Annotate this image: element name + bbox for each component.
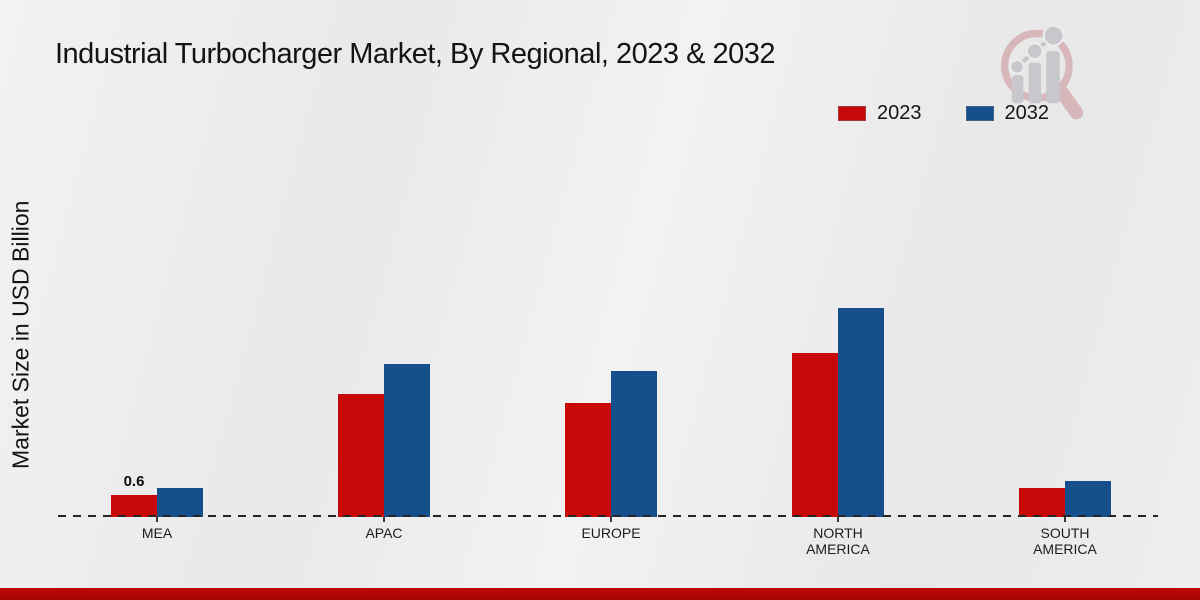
bar-2032-mea: [157, 488, 203, 517]
bar-2023-north-america: [792, 353, 838, 517]
legend-item-2032: 2032: [965, 102, 1050, 125]
legend-swatch-2023-icon: [838, 106, 866, 121]
legend-item-2023: 2023: [838, 102, 922, 125]
legend-label-2032: 2032: [1004, 102, 1050, 124]
footer-red-strip: [0, 588, 1200, 600]
x-axis-category-label: SOUTH AMERICA: [1033, 525, 1097, 557]
x-axis-category-label: APAC: [365, 525, 403, 541]
x-axis-tick: [383, 517, 385, 522]
chart-title: Industrial Turbocharger Market, By Regio…: [55, 38, 775, 70]
x-axis-baseline: [58, 515, 1158, 517]
legend-swatch-2032-icon: [965, 106, 994, 121]
x-axis-tick: [837, 517, 839, 522]
bar-value-label: 0.6: [123, 472, 145, 490]
bar-2032-south-america: [1065, 481, 1111, 517]
bar-2032-north-america: [838, 308, 884, 517]
bar-2032-apac: [384, 364, 430, 517]
legend-label-2023: 2023: [877, 102, 922, 124]
magnifier-growth-chart-logo-icon: [1001, 24, 1084, 120]
x-axis-category-label: EUROPE: [581, 525, 641, 541]
x-axis-category-label: MEA: [141, 525, 173, 541]
x-axis-tick: [1064, 517, 1066, 522]
bar-2023-south-america: [1019, 488, 1065, 517]
x-axis-tick: [610, 517, 612, 522]
bar-2023-mea: [111, 495, 157, 517]
bar-2032-europe: [611, 371, 657, 517]
legend: 2023 2032: [838, 102, 1049, 125]
x-axis-tick: [156, 517, 158, 522]
bar-2023-apac: [338, 394, 384, 517]
bar-2023-europe: [565, 403, 611, 517]
x-axis-category-label: NORTH AMERICA: [806, 525, 870, 557]
